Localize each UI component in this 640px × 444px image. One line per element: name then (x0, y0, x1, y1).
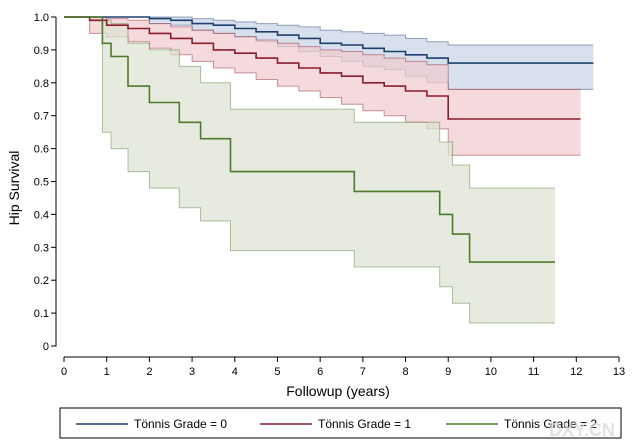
survival-line-grade-2 (64, 16, 555, 263)
ci-band-grade-2 (64, 17, 555, 323)
y-tick-label: 0.7 (34, 111, 49, 123)
x-tick-label: 11 (528, 366, 539, 378)
y-tick-label: 0.4 (34, 209, 49, 221)
y-tick-label: 0.5 (34, 177, 49, 189)
ci-upper-line-grade-0 (64, 16, 594, 46)
ci-band-grade-1 (64, 17, 581, 156)
x-tick-label: 1 (104, 366, 110, 378)
x-tick-label: 7 (360, 366, 366, 378)
y-tick-label: 0 (43, 341, 49, 353)
y-axis-title: Hip Survival (6, 151, 22, 226)
x-tick-label: 10 (485, 366, 497, 378)
ci-lower-line-grade-1 (64, 16, 581, 156)
ci-upper-line-grade-1 (64, 16, 581, 90)
y-tick-label: 0.8 (34, 78, 49, 90)
confidence-bands (64, 16, 594, 324)
legend-label-grade-2: Tönnis Grade = 2 (504, 417, 597, 431)
legend-box (59, 407, 622, 439)
x-tick-label: 12 (570, 366, 582, 378)
legend: Tönnis Grade = 0 Tönnis Grade = 1 Tönnis G… (59, 407, 622, 439)
ci-upper-line-grade-2 (64, 16, 555, 189)
y-tick-label: 1.0 (34, 12, 49, 24)
y-tick-label: 0.2 (34, 275, 49, 287)
axes: 00.10.20.30.40.50.60.70.80.91.00 1 2 3 4 5 6 7 8… (34, 12, 625, 378)
x-tick-label: 9 (445, 366, 451, 378)
x-tick-label: 6 (317, 366, 323, 378)
x-axis-title: Followup (years) (286, 383, 389, 399)
y-tick-label: 0.6 (34, 144, 49, 156)
x-tick-label: 3 (189, 366, 195, 378)
watermark-text: DXY.CN (549, 420, 615, 440)
x-tick-label: 0 (61, 366, 67, 378)
survival-line-grade-0 (64, 16, 594, 64)
y-tick-label: 0.3 (34, 242, 49, 254)
survival-curves (64, 16, 594, 263)
x-tick-label: 8 (402, 366, 408, 378)
ci-lower-line-grade-2 (64, 16, 555, 324)
x-tick-label: 5 (274, 366, 280, 378)
legend-label-grade-1: Tönnis Grade = 1 (318, 417, 411, 431)
y-tick-label: 0.1 (34, 308, 49, 320)
survival-line-grade-1 (64, 16, 581, 120)
x-tick-label: 4 (232, 366, 238, 378)
x-tick-label: 13 (613, 366, 625, 378)
legend-label-grade-0: Tönnis Grade = 0 (134, 417, 227, 431)
y-tick-label: 0.9 (34, 45, 49, 57)
x-tick-label: 2 (146, 366, 152, 378)
